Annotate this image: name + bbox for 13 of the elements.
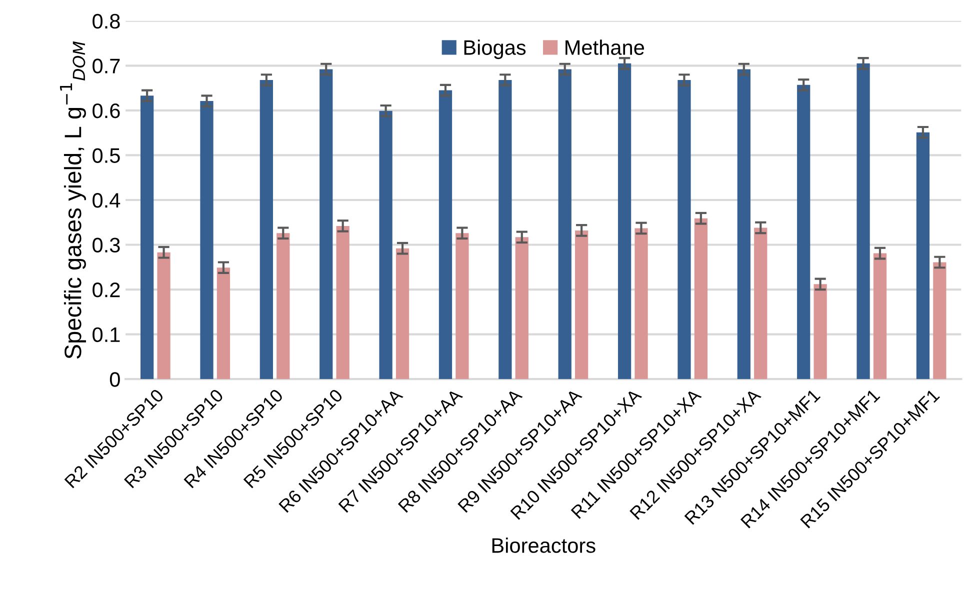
y-tick-label: 0.6 [92, 103, 120, 118]
legend-label: Methane [566, 40, 644, 55]
x-axis-title: Bioreactors [492, 538, 596, 553]
y-tick-label: 0.2 [92, 282, 120, 298]
y-tick-label: 0.7 [92, 58, 120, 74]
y-tick-label: 0.5 [92, 148, 120, 163]
y-axis-title: Specific gases yield, L g$^{−1}$$_{DOM}$ [60, 41, 86, 359]
y-tick-label: 0.4 [92, 192, 120, 208]
y-tick-label: 0 [110, 372, 120, 387]
y-tick-label: 0.8 [92, 14, 120, 29]
y-tick-label: 0.1 [92, 327, 120, 342]
y-tick-label: 0.3 [92, 238, 120, 253]
legend-label: Biogas [464, 40, 526, 60]
